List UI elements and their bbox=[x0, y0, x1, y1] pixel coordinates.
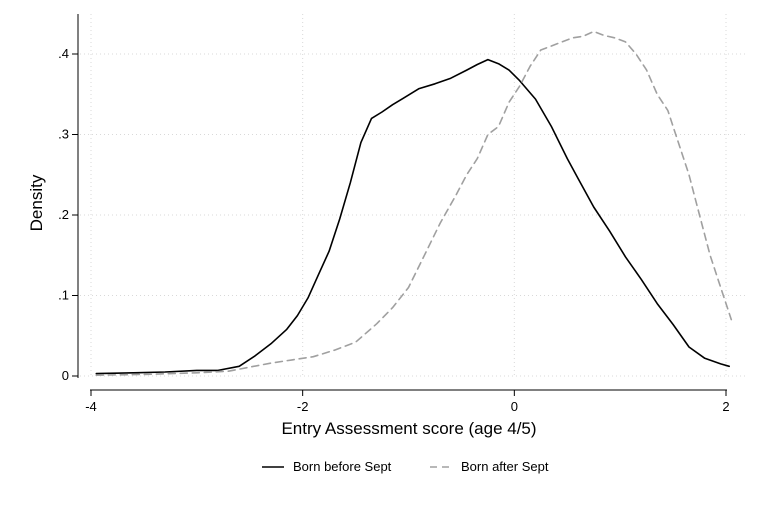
x-tick-label: 2 bbox=[722, 399, 729, 414]
x-axis-title: Entry Assessment score (age 4/5) bbox=[281, 419, 536, 438]
x-tick-label: -4 bbox=[85, 399, 97, 414]
legend-label-after: Born after Sept bbox=[461, 459, 549, 474]
axes bbox=[77, 14, 727, 391]
series-line-born-after-sept bbox=[95, 30, 733, 377]
y-tick-label: 0 bbox=[62, 368, 69, 383]
x-tick-label: 0 bbox=[511, 399, 518, 414]
legend-label-before: Born before Sept bbox=[293, 459, 392, 474]
y-tick-label: .4 bbox=[58, 46, 69, 61]
series-line-born-before-sept bbox=[95, 58, 731, 375]
y-tick-label: .2 bbox=[58, 207, 69, 222]
y-axis-title: Density bbox=[27, 174, 46, 231]
y-tick-label: .1 bbox=[58, 288, 69, 303]
tick-marks bbox=[72, 53, 727, 396]
series-lines bbox=[95, 30, 733, 377]
legend: Born before Sept Born after Sept bbox=[262, 459, 549, 474]
y-tick-label: .3 bbox=[58, 127, 69, 142]
x-tick-label: -2 bbox=[297, 399, 309, 414]
